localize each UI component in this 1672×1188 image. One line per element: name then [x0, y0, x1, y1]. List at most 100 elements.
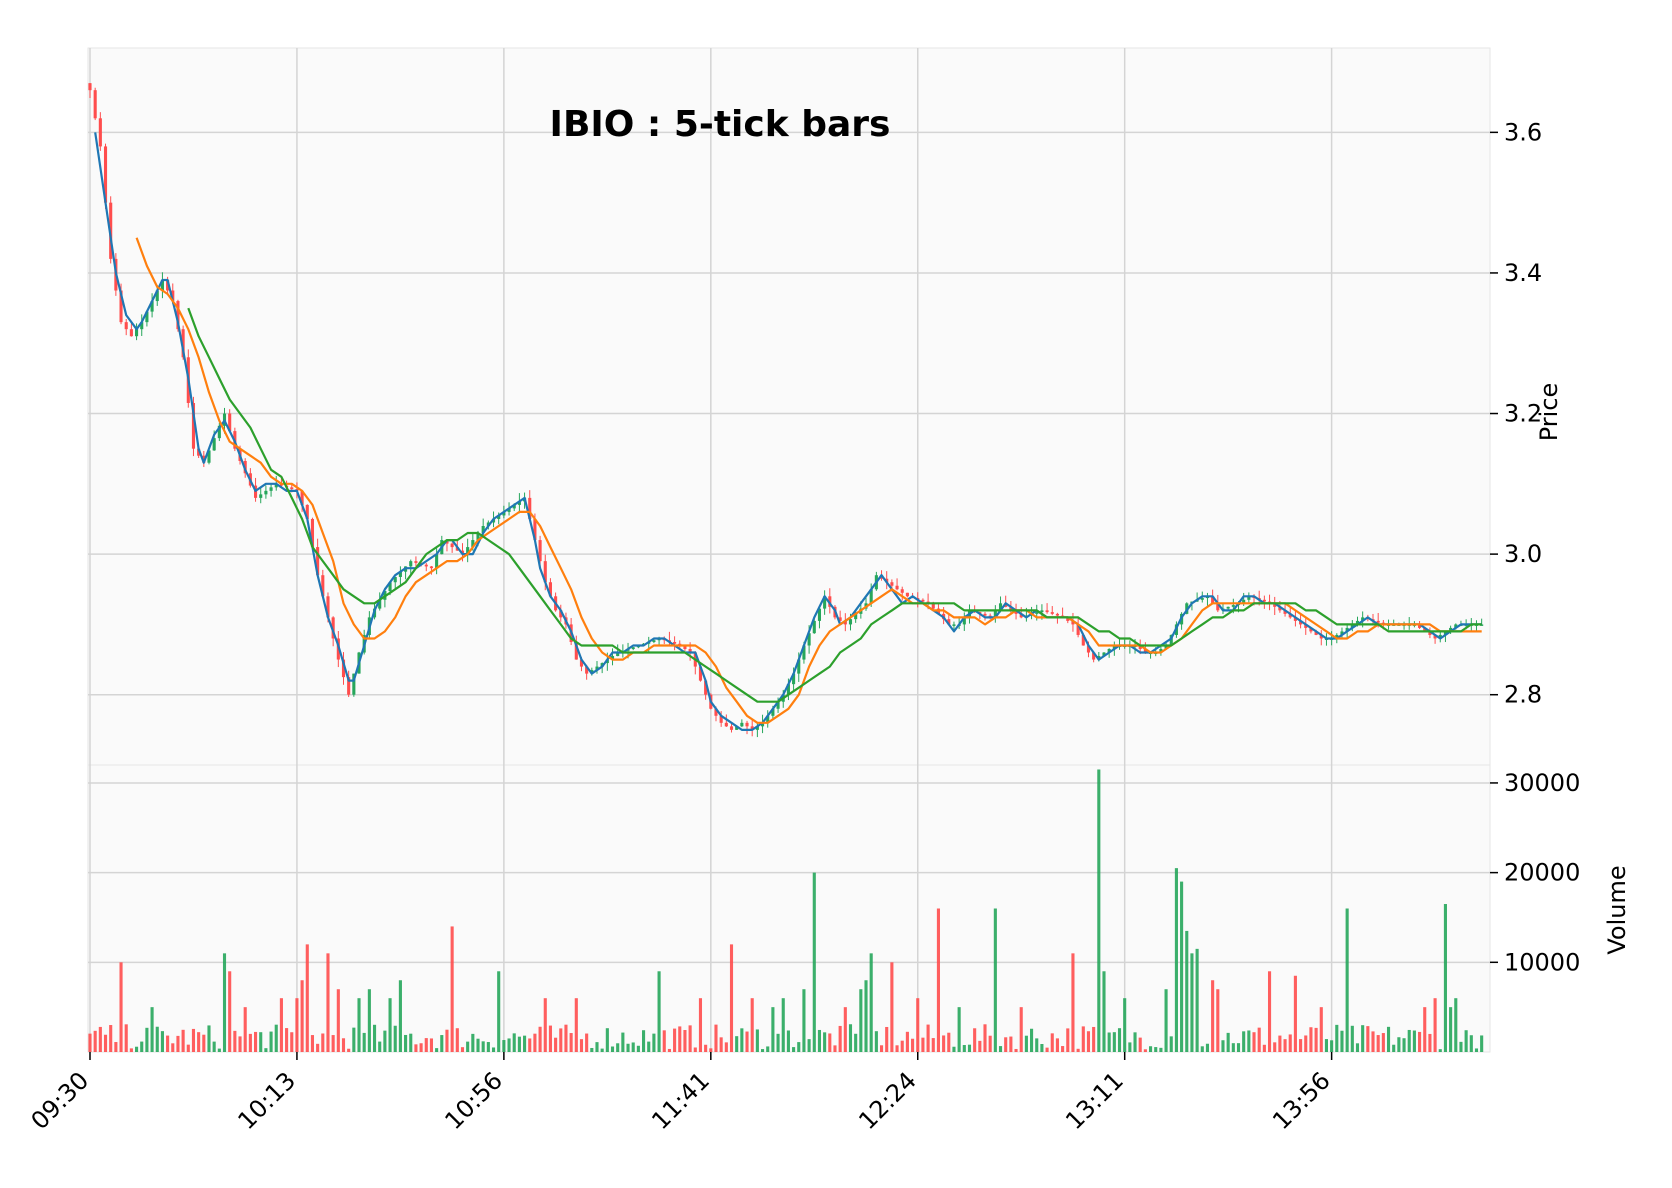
candle-body	[1433, 634, 1437, 639]
volume-bar	[1319, 1007, 1323, 1052]
candle-body	[1376, 620, 1380, 623]
volume-bar	[1454, 998, 1458, 1052]
volume-bar	[1438, 1049, 1442, 1052]
volume-bar	[347, 1048, 351, 1052]
volume-bar	[952, 1046, 956, 1052]
volume-bar	[202, 1034, 206, 1052]
volume-bar	[191, 1028, 196, 1052]
candle-body	[1226, 606, 1230, 609]
candle-body	[466, 547, 470, 555]
volume-bar	[414, 1044, 418, 1052]
candle-body	[719, 715, 723, 723]
candle-body	[807, 633, 811, 646]
volume-bar	[93, 1030, 97, 1052]
candle-body	[843, 620, 847, 625]
volume-bar	[792, 1047, 796, 1052]
volume-bar	[1366, 1026, 1370, 1052]
candle-body	[1247, 596, 1251, 600]
volume-bar	[647, 1041, 651, 1052]
volume-bars	[88, 769, 1484, 1052]
volume-bar	[574, 998, 578, 1052]
candle-body	[1273, 603, 1277, 607]
candle-body	[714, 708, 718, 716]
volume-bar	[636, 1045, 640, 1052]
candle-body	[1454, 624, 1458, 628]
candle-body	[207, 450, 211, 463]
volume-bar	[1407, 1029, 1411, 1052]
volume-bar	[983, 1024, 987, 1052]
volume-bar	[264, 1048, 268, 1052]
volume-bar	[212, 1041, 216, 1052]
candle-body	[1216, 603, 1220, 611]
volume-bar	[1293, 975, 1297, 1052]
volume-bar	[419, 1043, 423, 1052]
volume-bar	[698, 998, 703, 1052]
volume-bar	[864, 980, 868, 1052]
volume-bar	[1423, 1007, 1427, 1052]
volume-bar	[569, 1033, 573, 1052]
candle-body	[1350, 624, 1354, 628]
volume-bar	[1102, 971, 1106, 1052]
volume-bar	[859, 989, 863, 1052]
volume-bar	[517, 1036, 521, 1052]
volume-bar	[869, 953, 873, 1052]
volume-bar	[921, 1037, 925, 1052]
volume-bar	[1418, 1031, 1422, 1052]
candle-body	[724, 722, 728, 727]
candle-body	[1443, 631, 1447, 635]
volume-bar	[688, 1025, 692, 1052]
volume-bar	[1262, 1044, 1266, 1052]
volume-bar	[817, 1029, 822, 1052]
volume-panel-background	[87, 764, 1491, 1053]
candle-body	[900, 589, 904, 593]
volume-bar	[1019, 1007, 1023, 1052]
candle-body	[1418, 624, 1422, 628]
volume-bar	[445, 1029, 449, 1052]
volume-bar	[895, 1045, 899, 1052]
candle-body	[1035, 612, 1039, 614]
volume-bar	[1376, 1035, 1380, 1052]
volume-bar	[585, 1033, 589, 1052]
candle-body	[993, 610, 997, 618]
volume-bar	[678, 1026, 682, 1052]
volume-bar	[316, 1043, 320, 1052]
volume-bar	[879, 1045, 884, 1052]
candle-body	[388, 582, 392, 592]
candle-body	[631, 647, 635, 650]
candle-body	[998, 603, 1003, 611]
volume-bar	[1211, 980, 1215, 1052]
candle-body	[259, 494, 263, 498]
candle-body	[579, 659, 584, 667]
candle-body	[119, 290, 123, 323]
price-axis-label: Price	[1535, 383, 1563, 442]
moving-average-line	[187, 307, 1482, 703]
candle-body	[574, 641, 578, 660]
candle-body	[838, 617, 842, 621]
volume-bar	[616, 1043, 620, 1052]
candle-body	[228, 413, 232, 432]
volume-bar	[1314, 1027, 1318, 1052]
candle-body	[1428, 631, 1432, 635]
volume-tick-label: 10000	[1504, 948, 1580, 976]
candle-body	[1309, 627, 1313, 632]
candle-body	[290, 487, 294, 490]
volume-bar	[476, 1038, 480, 1052]
volume-bar	[1092, 1026, 1096, 1052]
volume-bar	[171, 1043, 175, 1052]
volume-bar	[523, 1035, 527, 1052]
volume-bar	[1061, 1046, 1065, 1052]
candle-body	[755, 726, 759, 730]
volume-bar	[760, 1049, 765, 1052]
candle-body	[155, 290, 159, 302]
volume-bar	[109, 1025, 113, 1052]
volume-bar	[926, 1024, 930, 1052]
volume-bar	[1433, 998, 1437, 1052]
candle-body	[517, 501, 521, 505]
volume-bar	[150, 1007, 154, 1052]
volume-bar	[186, 1044, 190, 1052]
volume-bar	[590, 1047, 594, 1052]
candle-body	[1164, 645, 1168, 650]
volume-bar	[931, 1038, 935, 1052]
volume-bar	[279, 998, 283, 1052]
candle-body	[414, 561, 418, 563]
